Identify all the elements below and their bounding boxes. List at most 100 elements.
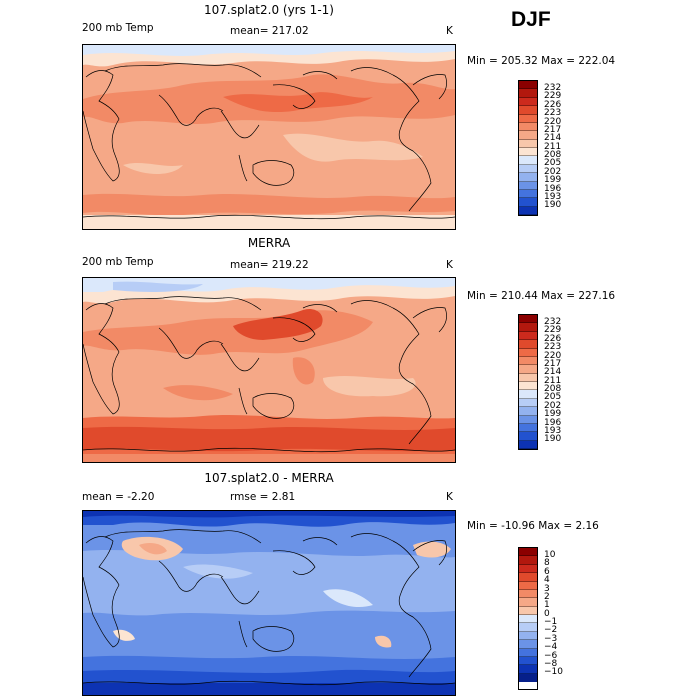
panel-2-colorbar-swatch <box>519 415 537 424</box>
panel-1-colorbar-labels: 232 229 226 223 220 217 214 211 208 205 … <box>544 80 562 211</box>
colorbar-tick-label: 2 <box>544 591 550 602</box>
panel-3-colorbar-swatch <box>519 589 537 599</box>
panel-1-colorbar-swatch <box>519 114 537 123</box>
panel-3-map <box>82 510 456 696</box>
panel-2-colorbar-swatch <box>519 440 537 449</box>
panel-2-colorbar-swatch <box>519 390 537 399</box>
colorbar-tick-label: 193 <box>544 191 562 202</box>
colorbar-tick-label: 190 <box>544 200 562 211</box>
colorbar-tick-label: 229 <box>544 325 562 336</box>
colorbar-tick-label: 196 <box>544 417 562 428</box>
panel-2-minmax: Min = 210.44 Max = 227.16 <box>467 290 616 302</box>
colorbar-tick-label: 3 <box>544 583 550 594</box>
colorbar-tick-label: 214 <box>544 367 562 378</box>
colorbar-tick-label: 205 <box>544 392 562 403</box>
panel-2-colorbar-swatch <box>519 382 537 391</box>
panel-3-colorbar-swatch <box>519 656 537 666</box>
panel-3-colorbar-labels: 10 8 6 4 3 2 1 0 −1 −2 −3 −4 −6 −8 −10 <box>544 547 563 678</box>
panel-1-title: 107.splat2.0 (yrs 1-1) <box>204 3 334 17</box>
panel-3-colorbar-swatch <box>519 556 537 565</box>
panel-1-field-label: 200 mb Temp <box>82 22 154 34</box>
panel-1-colorbar-swatch <box>519 206 537 215</box>
colorbar-tick-label: 217 <box>544 124 562 135</box>
panel-2-colorbar-swatch <box>519 432 537 441</box>
colorbar-tick-label: −4 <box>544 642 558 653</box>
panel-3-colorbar-swatch <box>519 548 537 557</box>
colorbar-tick-label: −2 <box>544 625 558 636</box>
panel-3-colorbar-swatch <box>519 673 537 682</box>
panel-3-colorbar-swatch <box>519 573 537 582</box>
colorbar-tick-label: 199 <box>544 175 562 186</box>
panel-2-map <box>82 277 456 463</box>
panel-3-colorbar-swatch <box>519 640 537 649</box>
panel-2-title: MERRA <box>247 236 291 250</box>
panel-1-colorbar-swatch <box>519 139 537 148</box>
colorbar-tick-label: 217 <box>544 358 562 369</box>
panel-2-colorbar-swatch <box>519 398 537 408</box>
colorbar-tick-label: 208 <box>544 384 562 394</box>
panel-1-colorbar-swatch <box>519 164 537 174</box>
colorbar-tick-label: −10 <box>544 667 563 678</box>
colorbar-tick-label: 232 <box>544 83 562 93</box>
panel-2-colorbar-swatch <box>519 423 537 433</box>
colorbar-tick-label: 223 <box>544 342 562 353</box>
colorbar-tick-label: 10 <box>544 550 556 560</box>
colorbar-tick-label: 6 <box>544 566 550 577</box>
panel-1-colorbar-swatch <box>519 131 537 140</box>
panel-1-colorbar <box>518 80 538 216</box>
panel-3-colorbar <box>518 547 538 690</box>
panel-3-colorbar-swatch <box>519 631 537 641</box>
panel-3-mean: mean = -2.20 <box>82 491 155 503</box>
panel-3-rmse: rmse = 2.81 <box>230 491 296 503</box>
colorbar-tick-label: 220 <box>544 350 562 361</box>
panel-1-colorbar-swatch <box>519 181 537 190</box>
panel-2-colorbar-swatch <box>519 373 537 382</box>
panel-2-colorbar-swatch <box>519 348 537 357</box>
colorbar-tick-label: 232 <box>544 317 562 327</box>
colorbar-tick-label: −6 <box>544 650 558 661</box>
panel-3-colorbar-swatch <box>519 598 537 607</box>
panel-3-units: K <box>446 491 453 503</box>
panel-2-colorbar <box>518 314 538 450</box>
colorbar-tick-label: 0 <box>544 608 550 619</box>
panel-2-colorbar-swatch <box>519 407 537 416</box>
panel-3-title: 107.splat2.0 - MERRA <box>204 471 334 485</box>
panel-2-colorbar-swatch <box>519 340 537 349</box>
colorbar-tick-label: 1 <box>544 600 550 611</box>
panel-1-colorbar-swatch <box>519 148 537 157</box>
panel-1-map <box>82 44 456 230</box>
panel-2-units: K <box>446 259 453 271</box>
panel-3-colorbar-swatch <box>519 606 537 615</box>
colorbar-tick-label: 199 <box>544 409 562 420</box>
panel-3-colorbar-swatch <box>519 648 537 657</box>
colorbar-tick-label: 205 <box>544 158 562 169</box>
panel-2-colorbar-swatch <box>519 323 537 332</box>
panel-2-colorbar-swatch <box>519 331 537 341</box>
panel-1-colorbar-swatch <box>519 173 537 182</box>
season-label: DJF <box>511 8 551 31</box>
panel-2-colorbar-swatch <box>519 315 537 324</box>
panel-1-colorbar-swatch <box>519 156 537 165</box>
panel-1-colorbar-swatch <box>519 81 537 90</box>
panel-1-colorbar-swatch <box>519 198 537 207</box>
colorbar-tick-label: 202 <box>544 400 562 411</box>
panel-1-units: K <box>446 25 453 37</box>
colorbar-tick-label: 202 <box>544 166 562 177</box>
colorbar-tick-label: 196 <box>544 183 562 194</box>
panel-2-colorbar-swatch <box>519 356 537 366</box>
panel-1-colorbar-swatch <box>519 122 537 132</box>
colorbar-tick-label: 4 <box>544 575 550 586</box>
panel-2-colorbar-swatch <box>519 365 537 374</box>
colorbar-tick-label: 190 <box>544 434 562 445</box>
colorbar-tick-label: 226 <box>544 333 562 344</box>
panel-3-colorbar-swatch <box>519 623 537 632</box>
colorbar-tick-label: −8 <box>544 658 558 669</box>
panel-1-mean: mean= 217.02 <box>230 25 309 37</box>
colorbar-tick-label: 220 <box>544 116 562 127</box>
panel-3-minmax: Min = -10.96 Max = 2.16 <box>467 520 599 532</box>
panel-1-colorbar-swatch <box>519 106 537 115</box>
panel-1-colorbar-swatch <box>519 89 537 98</box>
colorbar-tick-label: 214 <box>544 133 562 144</box>
panel-1-colorbar-swatch <box>519 97 537 107</box>
colorbar-tick-label: 193 <box>544 425 562 436</box>
